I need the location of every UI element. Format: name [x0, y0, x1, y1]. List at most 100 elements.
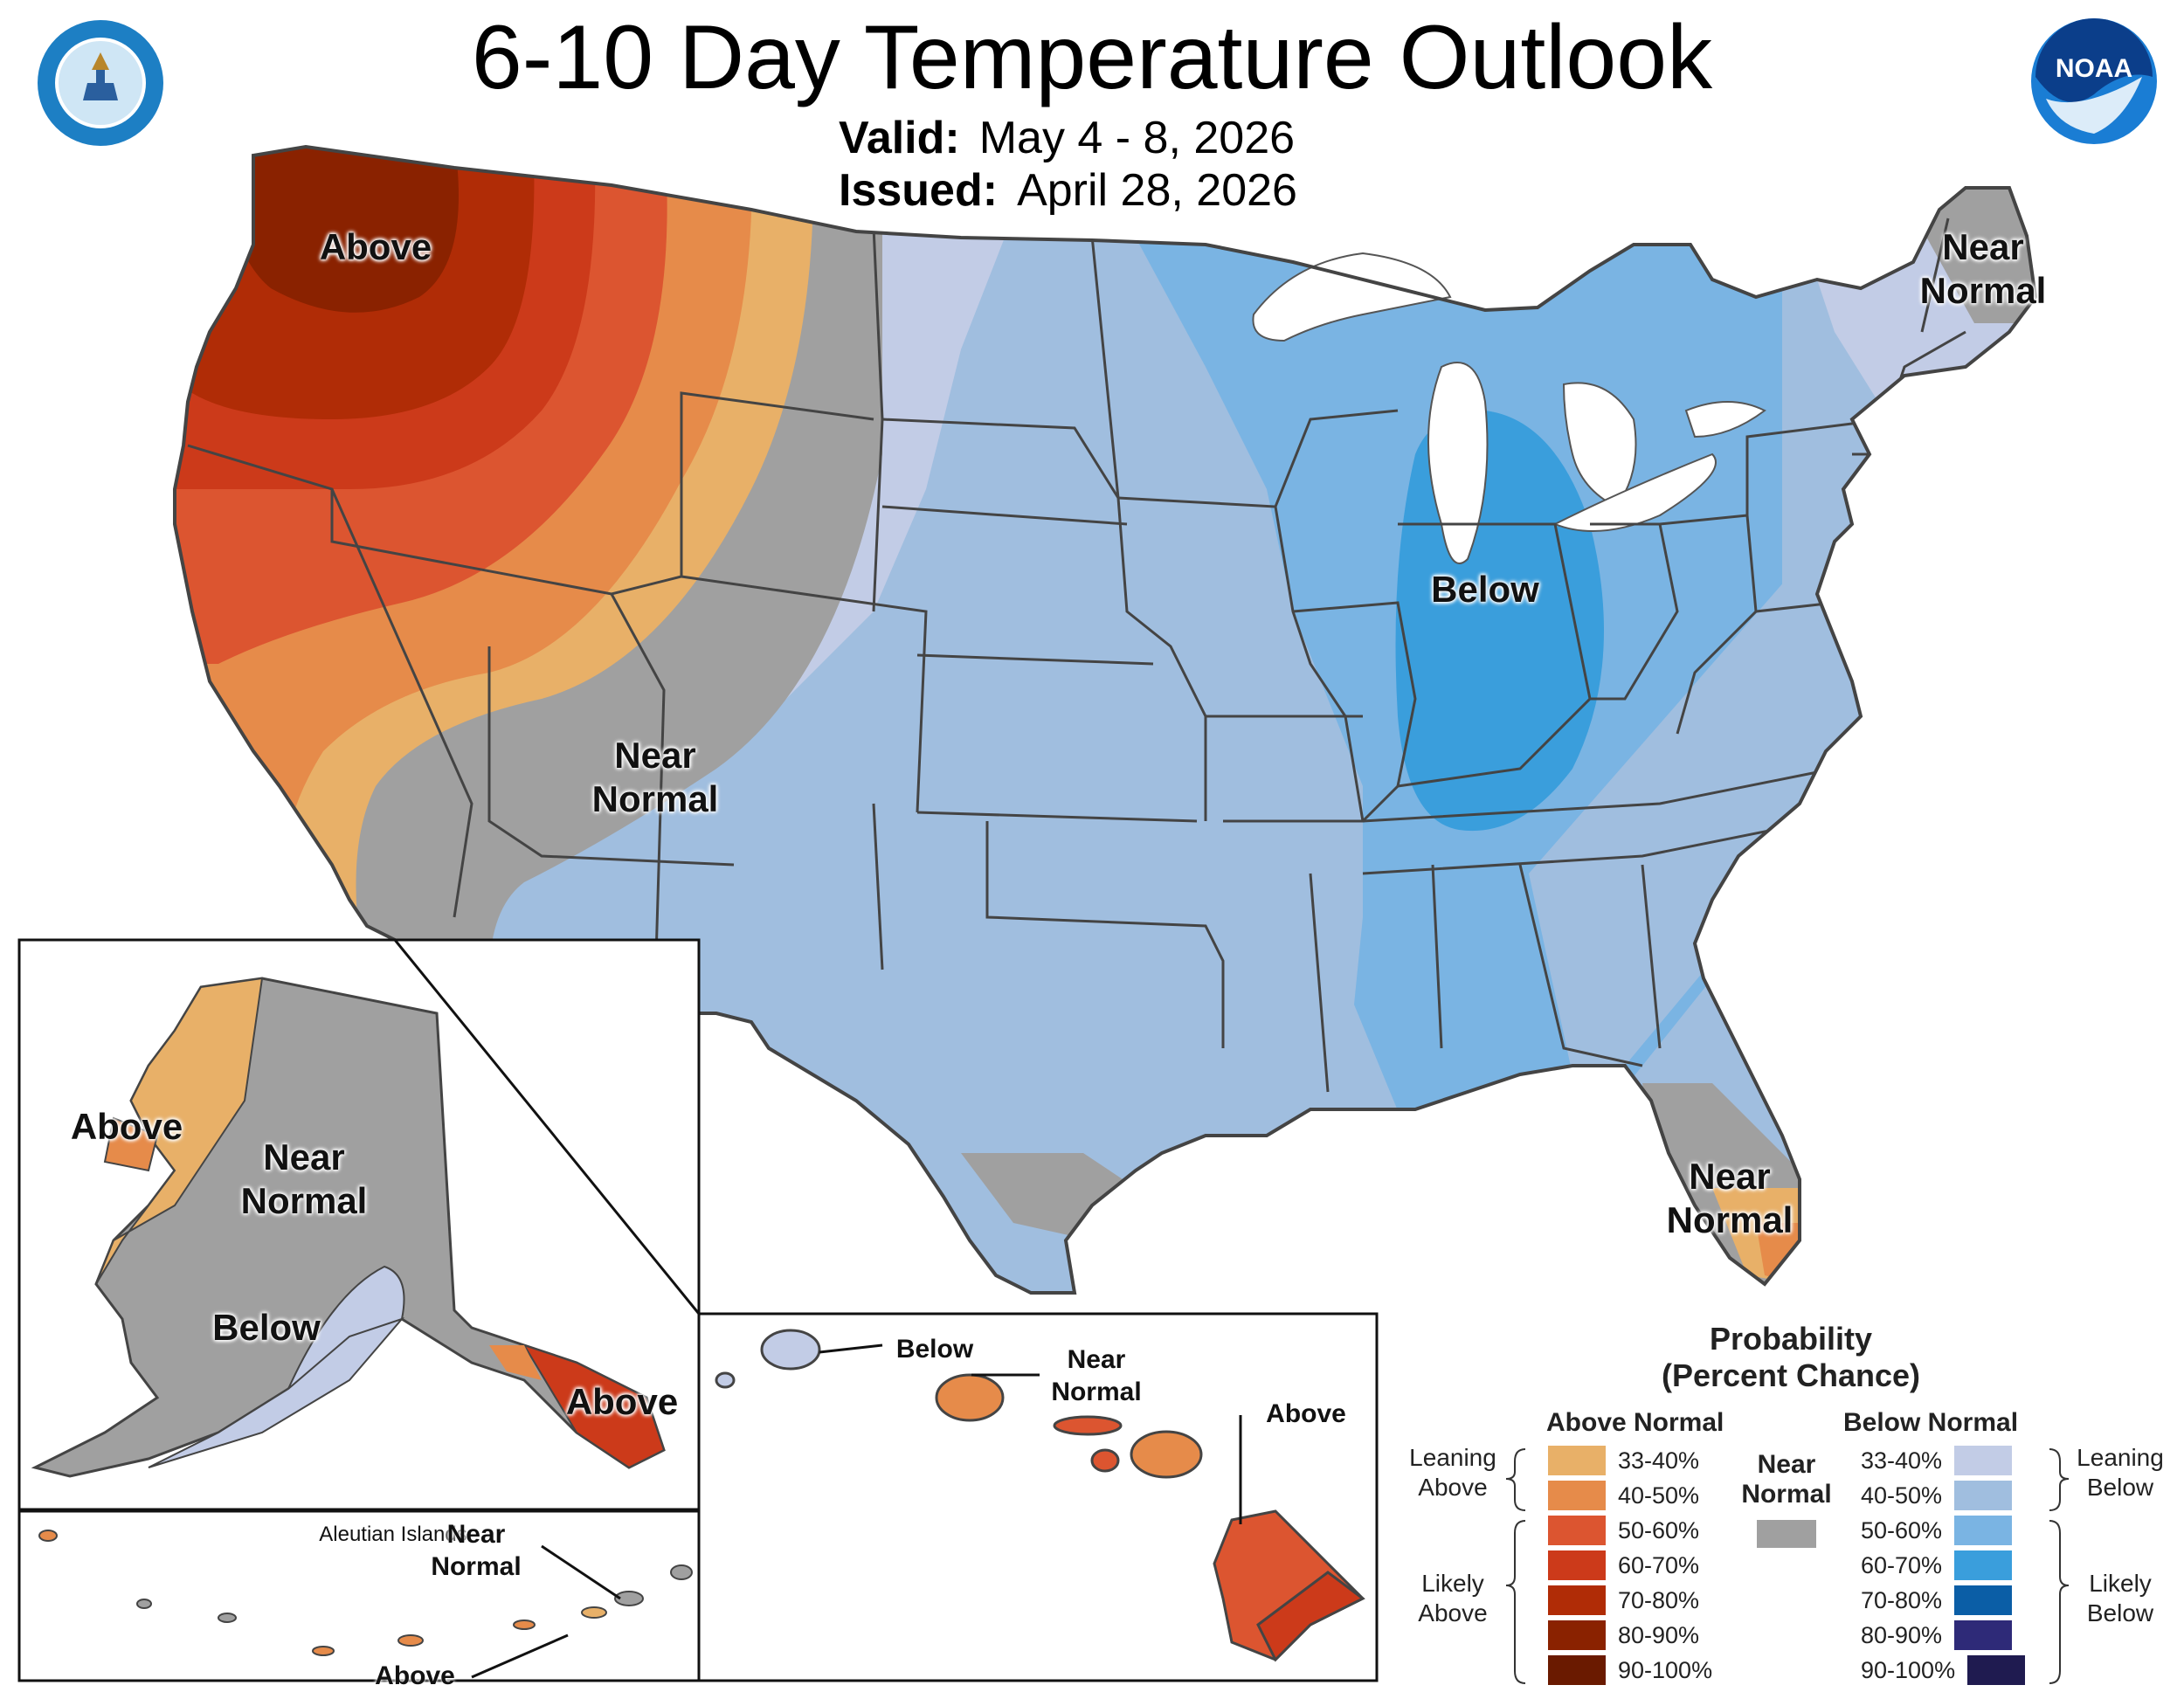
legend-above-swatch-1	[1548, 1446, 1606, 1475]
label-alaska-center-line1: Near	[263, 1136, 345, 1177]
label-florida-near-normal: Near Normal	[1642, 1155, 1817, 1242]
label-northeast-line1: Near	[1942, 226, 2024, 267]
label-florida-line1: Near	[1689, 1156, 1771, 1197]
legend-below-bin-7: 90-100%	[1861, 1655, 2026, 1685]
legend-above-label-7: 90-100%	[1618, 1657, 1713, 1683]
alaska-shading	[31, 977, 666, 1478]
legend-title: Probability (Percent Chance)	[1625, 1321, 1957, 1394]
legend-above-label-4: 60-70%	[1618, 1552, 1700, 1578]
alaska-inset-leader	[393, 939, 701, 1315]
legend-above-bin-7: 90-100%	[1548, 1655, 1712, 1685]
legend-below-swatch-1	[1954, 1446, 2013, 1475]
legend-above-label-1: 33-40%	[1618, 1447, 1700, 1474]
aleutian-islands-shapes	[38, 1530, 693, 1656]
label-midwest-below: Below	[1431, 569, 1539, 610]
state-boundaries	[187, 218, 1966, 1093]
issued-label: Issued:	[839, 165, 999, 216]
issued-date: Issued: April 28, 2026	[839, 164, 1297, 217]
legend-above-label-6: 80-90%	[1618, 1622, 1700, 1648]
department-of-commerce-seal	[38, 20, 163, 146]
label-aleutian-near-line1: Near	[446, 1520, 506, 1549]
legend-below-swatch-3	[1954, 1516, 2013, 1545]
legend-below-label-2: 40-50%	[1861, 1482, 1943, 1509]
legend-above-bin-2: 40-50%	[1548, 1481, 1699, 1510]
legend-above-brackets	[1505, 1448, 1526, 1684]
valid-value: May 4 - 8, 2026	[978, 113, 1296, 163]
legend-below-swatch-5	[1954, 1585, 2013, 1615]
legend-likely-above: Likely Above	[1405, 1569, 1501, 1628]
legend-above-bin-6: 80-90%	[1548, 1620, 1699, 1650]
legend-above-bin-1: 33-40%	[1548, 1446, 1699, 1475]
legend-below-label-6: 80-90%	[1861, 1622, 1943, 1648]
label-southwest-line1: Near	[614, 735, 696, 776]
legend-below-swatch-4	[1954, 1550, 2013, 1580]
legend-leaning-below-line1: Leaning	[2077, 1444, 2164, 1471]
label-northeast-line2: Normal	[1919, 270, 2047, 311]
legend-below-swatch-2	[1954, 1481, 2013, 1510]
legend-near-normal: Near Normal	[1738, 1450, 1835, 1548]
legend-below-brackets	[2049, 1448, 2070, 1684]
legend-above-bin-4: 60-70%	[1548, 1550, 1699, 1580]
noaa-logo: NOAA	[2031, 18, 2157, 144]
legend-below-bin-2: 40-50%	[1861, 1481, 2013, 1510]
issued-value: April 28, 2026	[1017, 165, 1297, 216]
legend-below-label-3: 50-60%	[1861, 1517, 1943, 1544]
great-lakes	[1252, 252, 1766, 564]
legend-below-bin-5: 70-80%	[1861, 1585, 2013, 1615]
legend-leaning-above-line2: Above	[1418, 1474, 1488, 1501]
legend-below-label-7: 90-100%	[1861, 1657, 1956, 1683]
legend-above-label-3: 50-60%	[1618, 1517, 1700, 1544]
legend-above-swatch-7	[1548, 1655, 1606, 1685]
label-alaska-above-west: Above	[70, 1106, 183, 1147]
label-alaska-near-normal: Near Normal	[217, 1136, 391, 1223]
legend-title-line1: Probability	[1709, 1321, 1873, 1357]
label-alaska-center-line2: Normal	[240, 1180, 368, 1221]
legend-likely-above-line2: Above	[1418, 1599, 1488, 1626]
legend-above-label-2: 40-50%	[1618, 1482, 1700, 1509]
legend-leaning-above-line1: Leaning	[1409, 1444, 1496, 1471]
label-aleutian-above: Above	[375, 1661, 455, 1690]
legend-likely-below-line2: Below	[2086, 1599, 2154, 1626]
legend-below-bin-4: 60-70%	[1861, 1550, 2013, 1580]
legend-below-swatch-7	[1967, 1655, 2026, 1685]
legend-above-swatch-2	[1548, 1481, 1606, 1510]
map-title: 6-10 Day Temperature Outlook	[471, 7, 1713, 108]
legend-above-swatch-6	[1548, 1620, 1606, 1650]
legend-below-bin-6: 80-90%	[1861, 1620, 2013, 1650]
legend-above-bin-3: 50-60%	[1548, 1516, 1699, 1545]
label-northeast-near-normal: Near Normal	[1896, 225, 2070, 313]
legend-leaning-above: Leaning Above	[1405, 1443, 1501, 1502]
legend-likely-below: Likely Below	[2072, 1569, 2168, 1628]
legend-near-line1: Near	[1757, 1450, 1816, 1479]
legend-below-label-5: 70-80%	[1861, 1587, 1943, 1613]
legend-leaning-below-line2: Below	[2086, 1474, 2154, 1501]
label-florida-line2: Normal	[1666, 1199, 1794, 1240]
legend-above-heading: Above Normal	[1546, 1408, 1724, 1437]
legend-near-swatch	[1757, 1520, 1816, 1548]
label-alaska-below: Below	[212, 1307, 321, 1348]
legend-likely-above-line1: Likely	[1421, 1570, 1484, 1597]
label-southwest-line2: Normal	[591, 778, 719, 819]
legend-below-label-4: 60-70%	[1861, 1552, 1943, 1578]
label-aleutian-near-normal: Near Normal	[411, 1518, 542, 1583]
legend-above-bin-5: 70-80%	[1548, 1585, 1699, 1615]
legend-below-bin-3: 50-60%	[1861, 1516, 2013, 1545]
noaa-logo-text: NOAA	[2056, 54, 2132, 83]
label-hawaii-below: Below	[895, 1335, 974, 1364]
hawaii-shading	[715, 1329, 1365, 1662]
legend-leaning-below: Leaning Below	[2072, 1443, 2168, 1502]
legend-likely-below-line1: Likely	[2089, 1570, 2152, 1597]
label-hawaii-above: Above	[1266, 1399, 1346, 1428]
label-hawaii-near-line1: Near	[1067, 1345, 1126, 1374]
label-aleutian-islands: Aleutian Islands	[319, 1523, 467, 1546]
valid-label: Valid:	[839, 113, 960, 163]
valid-dates: Valid: May 4 - 8, 2026	[839, 112, 1295, 164]
legend-above-swatch-3	[1548, 1516, 1606, 1545]
label-aleutian-near-line2: Normal	[431, 1552, 522, 1581]
legend-below-heading: Below Normal	[1843, 1408, 2019, 1437]
conus-probability-shading	[175, 147, 2035, 1293]
label-hawaii-near-line2: Normal	[1051, 1378, 1142, 1406]
legend-below-swatch-6	[1954, 1620, 2013, 1650]
label-hawaii-near-normal: Near Normal	[1031, 1343, 1162, 1408]
